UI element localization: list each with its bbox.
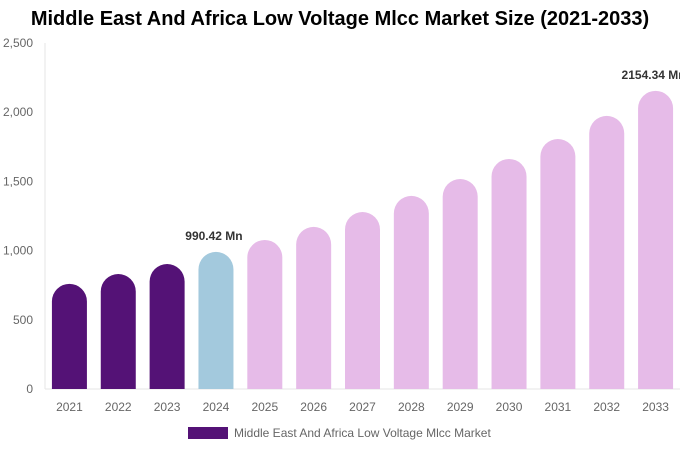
y-tick-label: 0 [26,382,33,396]
data-label: 990.42 Mn [185,229,242,243]
x-tick-label: 2028 [398,400,425,414]
bar-2032 [589,115,625,389]
x-tick-label: 2032 [593,400,620,414]
x-tick-label: 2022 [105,400,132,414]
x-tick-label: 2026 [300,400,327,414]
x-tick-label: 2031 [545,400,572,414]
bar-2030 [491,158,527,389]
bar-2031 [540,139,576,389]
x-tick-label: 2024 [203,400,230,414]
x-tick-label: 2025 [251,400,278,414]
bar-2021 [51,283,87,389]
x-tick-label: 2027 [349,400,376,414]
bar-2022 [100,274,136,389]
bar-2027 [345,211,380,389]
y-tick-label: 1,000 [3,244,33,258]
y-tick-label: 500 [13,313,33,327]
legend: Middle East And Africa Low Voltage Mlcc … [188,426,491,440]
legend-swatch [188,427,228,439]
bar-2029 [442,179,478,389]
chart-title: Middle East And Africa Low Voltage Mlcc … [30,8,650,30]
y-tick-label: 1,500 [3,174,33,188]
x-tick-label: 2021 [56,400,83,414]
bar-2026 [296,226,332,389]
x-tick-label: 2030 [496,400,523,414]
x-tick-label: 2033 [642,400,669,414]
bar-2024 [198,251,234,389]
y-tick-label: 2,000 [3,105,33,119]
bar-2028 [393,195,429,389]
bar-2025 [247,239,283,389]
x-tick-label: 2023 [154,400,181,414]
x-tick-label: 2029 [447,400,474,414]
y-tick-label: 2,500 [3,36,33,50]
data-label: 2154.34 Mn [622,68,680,82]
bar-2033 [638,90,674,389]
bar-2023 [149,264,185,389]
legend-label: Middle East And Africa Low Voltage Mlcc … [234,426,491,440]
